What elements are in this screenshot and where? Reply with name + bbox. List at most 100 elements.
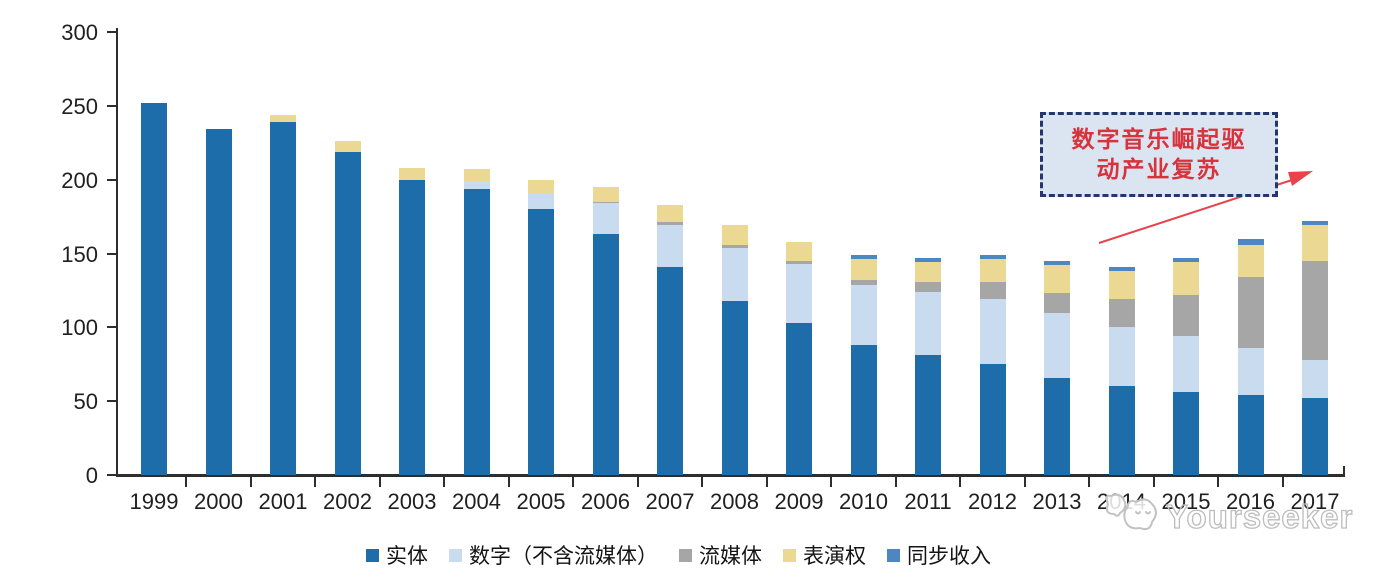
- x-axis-tick: [765, 474, 768, 487]
- x-axis-tick: [959, 474, 962, 487]
- y-axis-tick: [107, 178, 116, 181]
- bar-segment-2002: [334, 141, 361, 152]
- legend-swatch-icon: [679, 548, 692, 562]
- x-axis-end-tick: [1343, 466, 1345, 476]
- x-axis-tick: [1088, 474, 1091, 487]
- x-axis-label: 2012: [968, 489, 1017, 514]
- bar-segment-2008: [721, 300, 748, 475]
- bar-segment-2011: [915, 291, 941, 356]
- x-axis-label: 2000: [194, 489, 243, 514]
- x-axis-tick: [1023, 474, 1026, 487]
- bar-segment-2003: [399, 167, 425, 180]
- x-axis-tick: [1217, 474, 1220, 487]
- bar-segment-2017: [1302, 225, 1328, 261]
- x-axis-label: 2007: [645, 489, 695, 514]
- y-axis-tick: [107, 104, 116, 107]
- bar-segment-2013: [1044, 293, 1070, 313]
- cat-logo-icon: [1105, 493, 1157, 531]
- bar-segment-2011: [915, 281, 941, 292]
- x-axis-label: 2006: [581, 489, 630, 514]
- x-axis-label: 2015: [1161, 489, 1211, 514]
- bar-segment-2011: [915, 262, 941, 282]
- bar-segment-2012: [979, 364, 1006, 475]
- legend-swatch-icon: [449, 548, 462, 562]
- bar-segment-2012: [979, 259, 1006, 282]
- legend-label: 数字（不含流媒体）: [469, 544, 658, 568]
- legend-item-2: 流媒体: [679, 540, 762, 570]
- x-axis-tick: [1281, 474, 1284, 487]
- bar-segment-2017: [1302, 398, 1328, 475]
- bar-segment-2014: [1108, 266, 1135, 272]
- bar-segment-2008: [721, 244, 748, 248]
- x-axis-label: 2008: [710, 489, 759, 514]
- bar-segment-2013: [1044, 377, 1070, 475]
- bar-segment-2005: [528, 179, 554, 193]
- bar-segment-2011: [915, 355, 941, 475]
- bar-segment-2007: [657, 204, 683, 223]
- bar-segment-2013: [1044, 260, 1070, 266]
- bar-segment-2013: [1044, 265, 1070, 294]
- bar-segment-2017: [1302, 359, 1328, 399]
- y-axis-tick: [107, 31, 116, 33]
- bar-segment-2016: [1237, 277, 1264, 348]
- annotation-callout: 数字音乐崛起驱 动产业复苏: [1040, 112, 1278, 197]
- bar-segment-2000: [205, 129, 232, 475]
- bar-segment-2001: [270, 114, 296, 123]
- legend-swatch-icon: [783, 548, 796, 562]
- bar-segment-2010: [850, 284, 877, 346]
- y-axis-label: 50: [73, 389, 98, 415]
- y-axis-label: 100: [61, 315, 98, 341]
- annotation-line-1: 数字音乐崛起驱: [1071, 126, 1247, 152]
- bar-segment-2008: [721, 247, 748, 301]
- bar-segment-2010: [850, 280, 877, 285]
- bar-segment-2006: [592, 187, 619, 202]
- x-axis-tick: [378, 474, 381, 487]
- bar-segment-2015: [1173, 392, 1199, 475]
- bar-segment-2002: [334, 151, 361, 475]
- bar-segment-2003: [399, 179, 425, 475]
- y-axis-label: 300: [61, 20, 98, 45]
- y-axis-tick: [107, 400, 116, 403]
- x-axis-tick: [894, 474, 897, 487]
- bar-segment-2012: [979, 281, 1006, 300]
- bar-segment-2016: [1237, 238, 1264, 245]
- x-axis-tick: [185, 474, 188, 487]
- bar-segment-2010: [850, 259, 877, 281]
- bar-segment-2017: [1302, 260, 1328, 360]
- x-axis-tick: [636, 474, 639, 487]
- bar-segment-2009: [786, 260, 812, 264]
- bar-segment-2006: [592, 203, 619, 235]
- x-axis-tick: [443, 474, 446, 487]
- y-axis-label: 200: [61, 167, 98, 193]
- x-axis-tick: [507, 474, 510, 487]
- bar-segment-2007: [657, 266, 683, 475]
- x-axis-label: 2004: [452, 489, 501, 514]
- bar-segment-2012: [979, 254, 1006, 260]
- x-axis-label: 2003: [387, 489, 437, 514]
- bar-segment-2014: [1108, 327, 1135, 387]
- bar-segment-2013: [1044, 312, 1070, 378]
- bar-segment-2015: [1173, 262, 1199, 295]
- bar-segment-2014: [1108, 386, 1135, 475]
- legend-label: 同步收入: [907, 544, 991, 568]
- x-axis-tick: [830, 474, 833, 487]
- bar-segment-2016: [1237, 348, 1264, 396]
- bar-segment-2008: [721, 225, 748, 245]
- bar-segment-2009: [786, 322, 812, 475]
- y-axis-label: 250: [61, 93, 98, 119]
- legend-swatch-icon: [366, 548, 379, 562]
- bar-segment-2015: [1173, 294, 1199, 337]
- x-axis-label: 2017: [1290, 489, 1340, 514]
- legend-item-0: 实体: [366, 540, 428, 570]
- bar-segment-2015: [1173, 257, 1199, 263]
- x-axis-label: 2005: [516, 489, 566, 514]
- bar-segment-2014: [1108, 299, 1135, 328]
- bar-segment-2016: [1237, 244, 1264, 278]
- bar-segment-2010: [850, 345, 877, 475]
- legend-item-4: 同步收入: [887, 540, 991, 570]
- bar-segment-2004: [463, 169, 490, 182]
- x-axis-label: 2009: [774, 489, 824, 514]
- legend-swatch-icon: [887, 548, 900, 562]
- legend-item-3: 表演权: [783, 540, 866, 570]
